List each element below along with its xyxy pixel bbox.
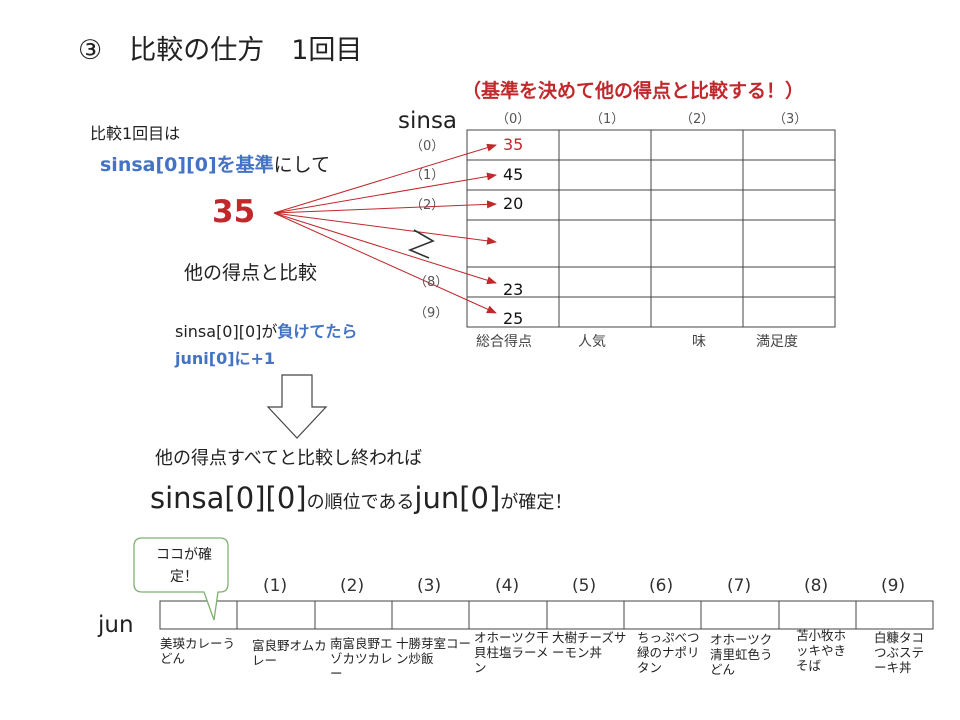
jun-label: jun [98, 612, 134, 638]
row-index: （9） [414, 306, 449, 321]
jun-index: (5) [572, 576, 597, 596]
basis-rest: にして [273, 154, 331, 176]
page-title: ③ 比較の仕方 1回目 [78, 35, 363, 66]
intro-text: 比較1回目は [90, 124, 181, 143]
shop-name: 大樹チーズサーモン丼 [552, 630, 627, 660]
sinsa-cell: 35 [503, 135, 524, 154]
sinsa-cell: 45 [503, 165, 524, 184]
basis-highlight: sinsa[0][0]を基準 [100, 154, 274, 176]
conclusion-var: jun[0] [414, 481, 501, 515]
callout-text: ココが確定！ [156, 547, 212, 585]
jun-index: (8) [804, 576, 829, 596]
col-index: （3） [773, 112, 808, 127]
row-index: （1） [410, 168, 445, 183]
col-index: （1） [590, 112, 625, 127]
comparison-arrow [273, 212, 497, 285]
basis-text: sinsa[0][0]を基準にして [100, 150, 330, 177]
rule-line-2: juni[0]に+1 [175, 349, 276, 368]
sinsa-cell: 25 [503, 309, 524, 328]
jun-index: (9) [881, 576, 906, 596]
col-name: 総合得点 [476, 334, 532, 350]
shop-name: 富良野オムカレー [252, 638, 327, 668]
shop-name: ちっぷべつ緑のナポリタン [637, 630, 700, 675]
comparison-arrow [273, 212, 497, 245]
jun-index: (7) [727, 576, 752, 596]
all-compare-label: 他の得点すべてと比較し終われば [155, 448, 423, 469]
shop-name: 南富良野エゾカツカレー [330, 636, 393, 681]
col-index: （2） [680, 112, 715, 127]
jun-index: (2) [340, 576, 365, 596]
shop-name: 白糠タコつぶステーキ丼 [874, 630, 925, 675]
row-index: （0） [410, 139, 445, 154]
sinsa-table [466, 129, 836, 328]
shop-name: オホーツク清里虹色うどん [710, 632, 773, 677]
rule-highlight: 負けてたら [277, 322, 358, 341]
sinsa-label: sinsa [398, 108, 458, 134]
comparison-arrow [273, 143, 497, 214]
row-index: （2） [410, 198, 445, 213]
conclusion: sinsa[0][0]の順位であるjun[0]が確定！ [150, 481, 572, 515]
jun-index: (1) [263, 576, 288, 596]
comparison-arrow [273, 200, 497, 214]
jun-array [159, 600, 934, 630]
comparison-arrow [273, 212, 497, 314]
conclusion-var: sinsa[0][0] [150, 481, 307, 515]
conclusion-text: が確定！ [500, 492, 573, 513]
row-index: （8） [414, 275, 449, 290]
col-name: 満足度 [756, 334, 798, 350]
omission-mark [407, 229, 435, 259]
shop-name: オホーツク干貝柱塩ラーメン [474, 630, 549, 675]
sinsa-cell: 23 [503, 280, 524, 299]
col-name: 人気 [578, 334, 606, 350]
callout-bubble [133, 537, 229, 621]
col-index: （0） [496, 112, 531, 127]
rule-line-1: sinsa[0][0]が負けてたら [175, 318, 357, 342]
col-name: 味 [692, 334, 706, 350]
conclusion-text: の順位である [306, 492, 415, 513]
jun-index: (6) [649, 576, 674, 596]
sinsa-cell: 20 [503, 194, 524, 213]
rule-plain: sinsa[0][0]が [175, 322, 278, 341]
compare-label: 他の得点と比較 [184, 262, 318, 284]
jun-index: (4) [495, 576, 520, 596]
down-arrow [266, 374, 328, 439]
shop-name: 苫小牧ホッキやきそば [796, 628, 847, 673]
comparison-arrow [273, 172, 497, 214]
shop-name: 十勝芽室コーン炒飯 [396, 636, 472, 666]
basis-value: 35 [212, 194, 256, 230]
subtitle: （基準を決めて他の得点と比較する！） [462, 80, 805, 102]
comparison-arrows [273, 143, 497, 314]
shop-name: 美瑛カレーうどん [160, 636, 236, 666]
jun-index: (3) [417, 576, 442, 596]
